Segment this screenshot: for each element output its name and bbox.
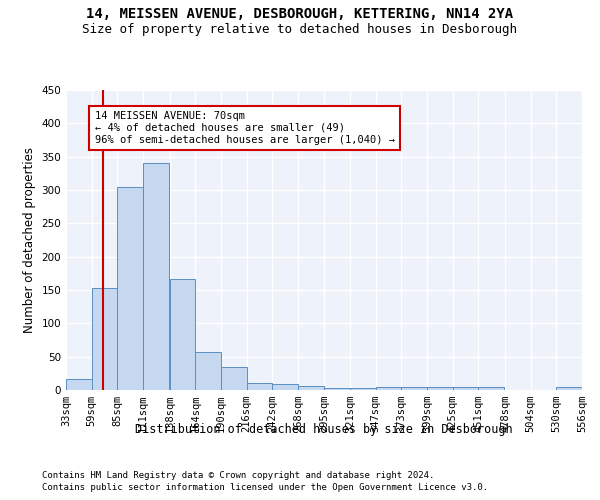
Bar — [272, 384, 298, 390]
Text: Contains HM Land Registry data © Crown copyright and database right 2024.: Contains HM Land Registry data © Crown c… — [42, 471, 434, 480]
Bar — [221, 366, 247, 390]
Bar — [427, 386, 453, 390]
Bar — [401, 386, 427, 390]
Bar — [325, 388, 350, 390]
Bar — [298, 386, 323, 390]
Bar — [170, 280, 195, 390]
Bar — [247, 384, 272, 390]
Text: 14 MEISSEN AVENUE: 70sqm
← 4% of detached houses are smaller (49)
96% of semi-de: 14 MEISSEN AVENUE: 70sqm ← 4% of detache… — [95, 112, 395, 144]
Bar — [350, 388, 376, 390]
Y-axis label: Number of detached properties: Number of detached properties — [23, 147, 36, 333]
Bar — [453, 386, 478, 390]
Bar — [478, 386, 504, 390]
Text: Size of property relative to detached houses in Desborough: Size of property relative to detached ho… — [83, 22, 517, 36]
Text: Contains public sector information licensed under the Open Government Licence v3: Contains public sector information licen… — [42, 484, 488, 492]
Text: Distribution of detached houses by size in Desborough: Distribution of detached houses by size … — [135, 422, 513, 436]
Bar — [376, 386, 401, 390]
Bar — [195, 352, 221, 390]
Bar — [556, 386, 582, 390]
Bar — [92, 288, 118, 390]
Bar — [118, 186, 143, 390]
Text: 14, MEISSEN AVENUE, DESBOROUGH, KETTERING, NN14 2YA: 14, MEISSEN AVENUE, DESBOROUGH, KETTERIN… — [86, 8, 514, 22]
Bar — [66, 380, 92, 390]
Bar — [143, 164, 169, 390]
